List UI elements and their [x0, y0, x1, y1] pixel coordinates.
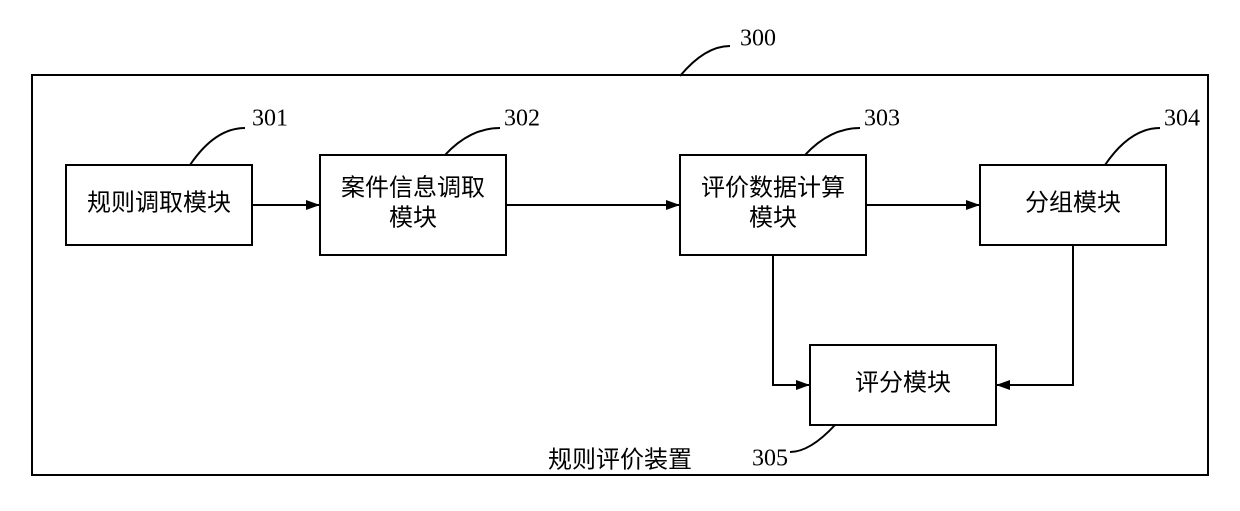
node-label-303-line1: 模块 — [749, 205, 797, 232]
node-label-305-line0: 评分模块 — [855, 370, 951, 397]
ref-label-304: 304 — [1164, 106, 1200, 132]
node-label-302-line1: 模块 — [389, 205, 437, 232]
ref-label-305: 305 — [752, 446, 788, 472]
ref-label-302: 302 — [504, 106, 540, 132]
leader-303 — [805, 128, 860, 155]
diagram-canvas: 300规则调取模块301案件信息调取模块302评价数据计算模块303分组模块30… — [0, 0, 1240, 511]
leader-302 — [445, 128, 500, 155]
outer-container — [32, 75, 1208, 475]
ref-label-303: 303 — [864, 106, 900, 132]
edge-n4-n5 — [996, 245, 1073, 385]
leader-305 — [790, 425, 835, 452]
leader-301 — [190, 128, 245, 165]
ref-label-301: 301 — [252, 106, 288, 132]
edge-n3-n5 — [773, 255, 810, 385]
node-label-301-line0: 规则调取模块 — [87, 190, 231, 217]
node-label-304-line0: 分组模块 — [1025, 190, 1121, 217]
leader-300 — [680, 46, 730, 76]
node-label-303-line0: 评价数据计算 — [701, 175, 845, 202]
node-label-302-line0: 案件信息调取 — [341, 175, 485, 202]
outer-label: 规则评价装置 — [548, 447, 692, 474]
ref-label-300: 300 — [740, 26, 776, 52]
leader-304 — [1105, 128, 1160, 165]
